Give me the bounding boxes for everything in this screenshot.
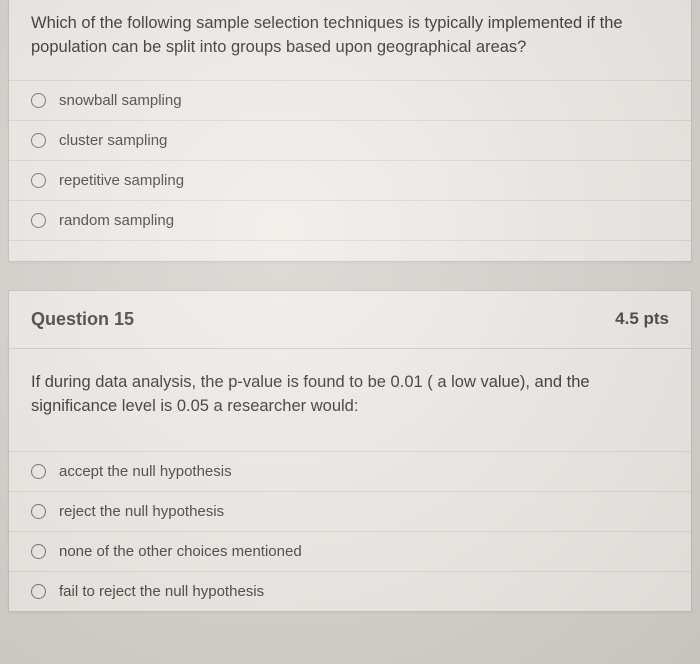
option-label: cluster sampling [59,132,167,149]
options-list: snowball sampling cluster sampling repet… [9,80,691,241]
radio-icon [31,93,46,108]
option-label: accept the null hypothesis [59,463,232,480]
option-label: fail to reject the null hypothesis [59,583,264,600]
option-label: reject the null hypothesis [59,503,224,520]
question-text: Which of the following sample selection … [9,0,691,80]
option-row[interactable]: repetitive sampling [9,160,691,200]
options-list: accept the null hypothesis reject the nu… [9,451,691,611]
option-label: none of the other choices mentioned [59,543,302,560]
radio-icon [31,173,46,188]
option-row[interactable]: cluster sampling [9,120,691,160]
question-card-14: Which of the following sample selection … [8,0,692,262]
option-row[interactable]: accept the null hypothesis [9,451,691,491]
question-card-15: Question 15 4.5 pts If during data analy… [8,290,692,612]
option-label: repetitive sampling [59,172,184,189]
card-padding [9,241,691,261]
question-header: Question 15 4.5 pts [9,291,691,349]
option-label: snowball sampling [59,92,182,109]
option-row[interactable]: fail to reject the null hypothesis [9,571,691,611]
radio-icon [31,464,46,479]
radio-icon [31,133,46,148]
option-row[interactable]: reject the null hypothesis [9,491,691,531]
radio-icon [31,584,46,599]
option-row[interactable]: random sampling [9,200,691,241]
question-text: If during data analysis, the p-value is … [31,371,669,419]
radio-icon [31,213,46,228]
option-row[interactable]: snowball sampling [9,80,691,120]
option-row[interactable]: none of the other choices mentioned [9,531,691,571]
radio-icon [31,504,46,519]
question-points: 4.5 pts [615,309,669,329]
option-label: random sampling [59,212,174,229]
question-body: If during data analysis, the p-value is … [9,349,691,451]
radio-icon [31,544,46,559]
question-title: Question 15 [31,309,134,330]
